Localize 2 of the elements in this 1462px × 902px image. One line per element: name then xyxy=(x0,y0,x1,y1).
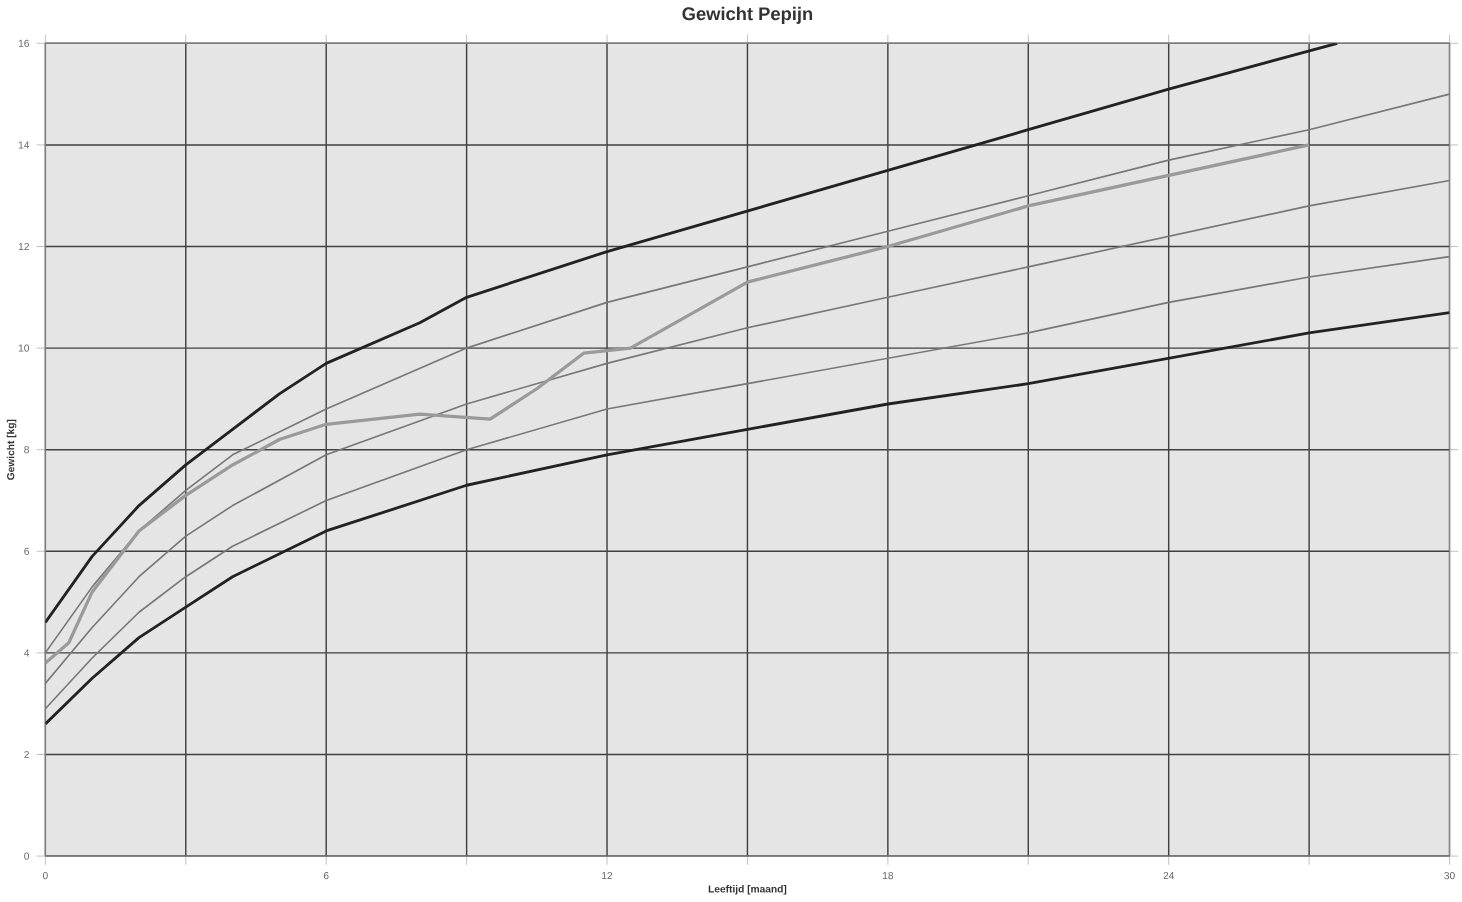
chart-title: Gewicht Pepijn xyxy=(682,7,813,25)
line-series xyxy=(45,93,1450,655)
